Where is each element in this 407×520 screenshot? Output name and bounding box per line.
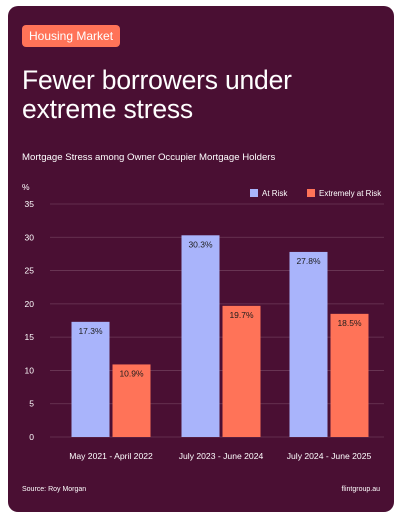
legend-swatch-extremely-at-risk — [307, 189, 315, 197]
source-note: Source: Roy Morgan — [22, 486, 87, 493]
bar-at-risk — [289, 251, 328, 437]
data-label: 18.5% — [337, 318, 362, 328]
chart-title: Mortgage Stress among Owner Occupier Mor… — [22, 152, 276, 163]
data-label: 17.3% — [78, 326, 103, 336]
y-tick-label: 25 — [25, 266, 35, 276]
bar-at-risk — [71, 321, 110, 437]
y-axis-label: % — [22, 182, 30, 192]
y-tick-label: 0 — [29, 432, 34, 442]
x-tick-label: July 2024 - June 2025 — [287, 451, 372, 461]
bar-extremely-at-risk — [222, 305, 261, 437]
legend-label: Extremely at Risk — [319, 189, 382, 198]
brand-url: flintgroup.au — [341, 486, 380, 493]
y-tick-label: 10 — [25, 365, 35, 375]
x-tick-label: July 2023 - June 2024 — [179, 451, 264, 461]
data-label: 19.7% — [229, 310, 254, 320]
y-tick-label: 20 — [25, 299, 35, 309]
y-tick-label: 15 — [25, 332, 35, 342]
bar-extremely-at-risk — [330, 313, 369, 437]
x-tick-label: May 2021 - April 2022 — [69, 451, 153, 461]
data-label: 27.8% — [296, 256, 321, 266]
headline: Fewer borrowers under extreme stress — [22, 65, 292, 124]
category-tag: Housing Market — [22, 25, 121, 47]
legend-label: At Risk — [262, 189, 288, 198]
bar-extremely-at-risk — [112, 364, 151, 437]
bar-at-risk — [181, 235, 220, 437]
legend-swatch-at-risk — [250, 189, 258, 197]
data-label: 30.3% — [188, 239, 213, 249]
y-tick-label: 30 — [25, 232, 35, 242]
y-tick-label: 35 — [25, 199, 35, 209]
y-tick-label: 5 — [29, 399, 34, 409]
data-label: 10.9% — [119, 368, 144, 378]
